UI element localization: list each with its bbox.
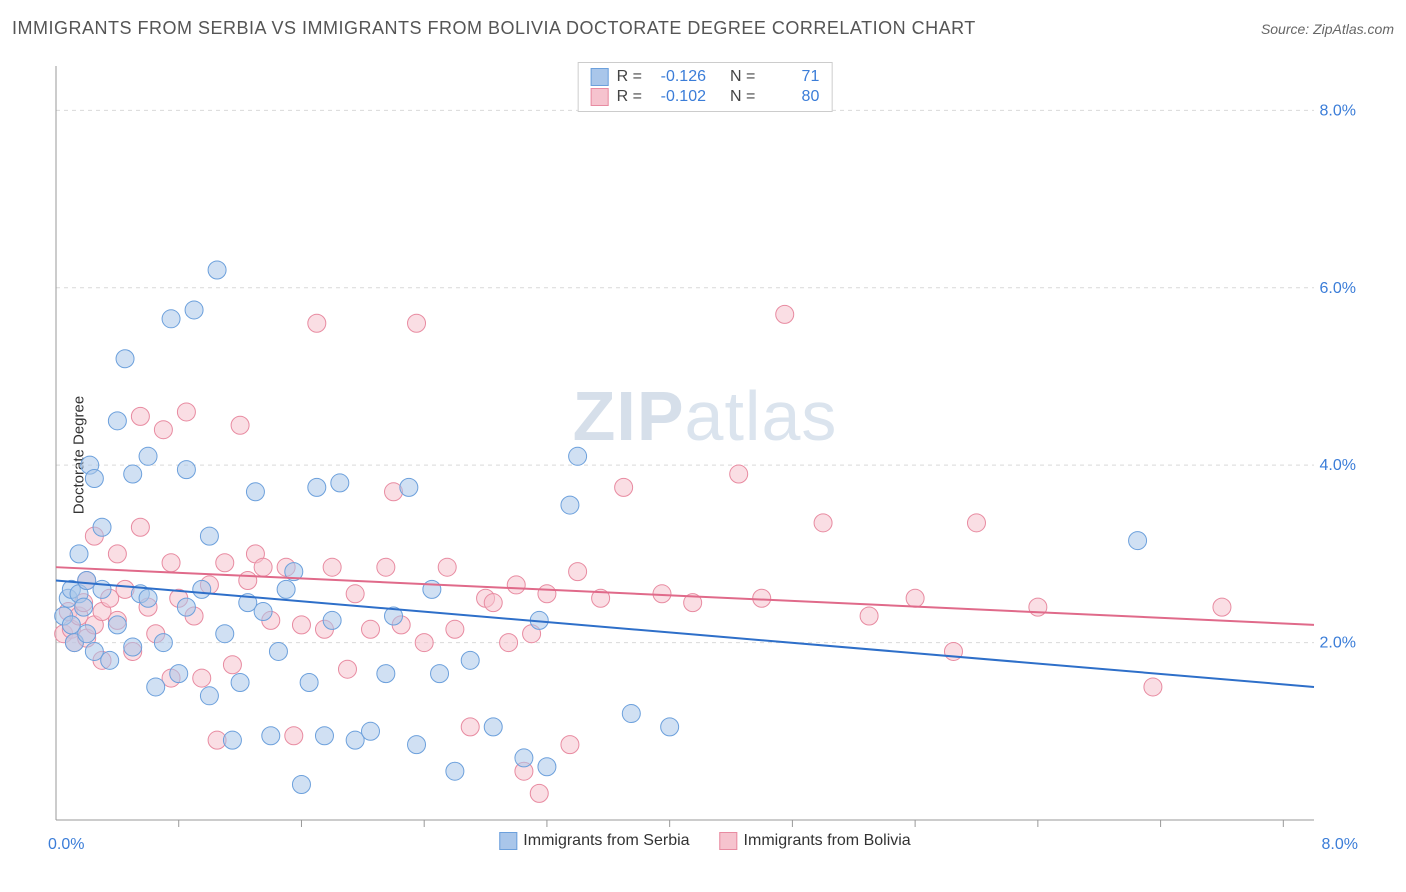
scatter-plot: 2.0% 4.0% 6.0% 8.0% <box>50 60 1360 850</box>
svg-text:6.0%: 6.0% <box>1320 280 1356 297</box>
swatch-serbia <box>591 68 609 86</box>
svg-text:8.0%: 8.0% <box>1320 102 1356 119</box>
corr-row-serbia: R = -0.126 N = 71 <box>591 67 820 87</box>
r-value-bolivia: -0.102 <box>650 88 706 106</box>
corr-row-bolivia: R = -0.102 N = 80 <box>591 87 820 107</box>
chart-header: IMMIGRANTS FROM SERBIA VS IMMIGRANTS FRO… <box>12 18 1394 39</box>
x-axis-max-label: 8.0% <box>1322 836 1358 854</box>
legend-label-bolivia: Immigrants from Bolivia <box>744 832 911 850</box>
legend-item-bolivia: Immigrants from Bolivia <box>720 832 911 850</box>
chart-title: IMMIGRANTS FROM SERBIA VS IMMIGRANTS FRO… <box>12 18 976 39</box>
legend-label-serbia: Immigrants from Serbia <box>523 832 689 850</box>
source-attribution: Source: ZipAtlas.com <box>1261 21 1394 37</box>
n-value-bolivia: 80 <box>763 88 819 106</box>
swatch-bolivia <box>591 88 609 106</box>
chart-area: Doctorate Degree 2.0%4.0%6.0%8.0% ZIPatl… <box>50 60 1360 850</box>
source-name: ZipAtlas.com <box>1313 21 1394 37</box>
x-axis-min-label: 0.0% <box>48 836 84 854</box>
source-label: Source: <box>1261 21 1309 37</box>
legend-swatch-bolivia <box>720 832 738 850</box>
r-label-serbia: R = <box>617 68 642 86</box>
legend-swatch-serbia <box>499 832 517 850</box>
n-label-serbia: N = <box>730 68 755 86</box>
legend-bottom: Immigrants from Serbia Immigrants from B… <box>499 832 910 850</box>
r-value-serbia: -0.126 <box>650 68 706 86</box>
legend-item-serbia: Immigrants from Serbia <box>499 832 689 850</box>
svg-text:2.0%: 2.0% <box>1320 635 1356 652</box>
svg-text:4.0%: 4.0% <box>1320 457 1356 474</box>
n-value-serbia: 71 <box>763 68 819 86</box>
r-label-bolivia: R = <box>617 88 642 106</box>
correlation-legend: R = -0.126 N = 71 R = -0.102 N = 80 <box>578 62 833 112</box>
n-label-bolivia: N = <box>730 88 755 106</box>
